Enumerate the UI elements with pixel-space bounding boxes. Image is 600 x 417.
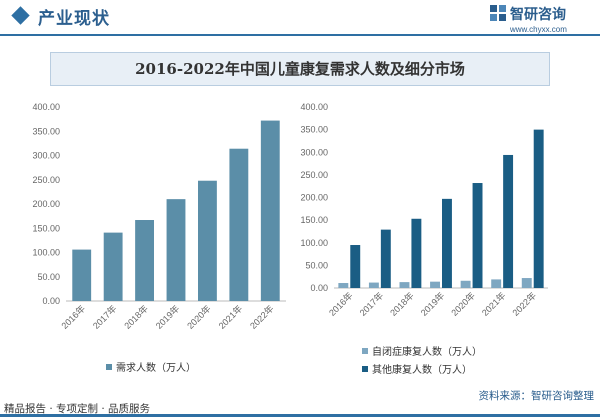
footer-source: 资料来源：智研咨询整理 [478,390,595,402]
demand-bar-a [103,232,123,301]
demand-bar-a [166,199,186,301]
segment-y-tick-label: 200.00 [300,193,328,203]
segment-bar-a [430,281,440,288]
demand-y-tick-label: 300.00 [32,151,60,161]
segment-bar-a [491,279,502,288]
demand-y-tick-label: 250.00 [32,175,60,185]
demand-y-tick-label: 50.00 [37,272,60,282]
demand-x-tick-label: 2016年 [59,303,87,331]
segment-y-tick-label: 100.00 [300,238,328,248]
header-rule [0,34,600,36]
demand-x-tick-label: 2018年 [122,303,150,331]
segment-y-tick-label: 400.00 [300,102,328,112]
demand-legend-swatch [106,364,112,370]
segment-bar-b [472,183,483,288]
segment-bar-b [503,154,514,288]
chart-title-banner: 2016-2022年中国儿童康复需求人数及细分市场 [50,52,550,86]
demand-x-tick-label: 2022年 [247,303,275,331]
segment-y-tick-label: 250.00 [300,170,328,180]
segment-x-tick-label: 2017年 [357,290,385,318]
segment-y-tick-label: 50.00 [305,260,328,270]
segment-bar-b [411,218,422,288]
demand-x-tick-label: 2017年 [90,303,118,331]
segment-legend-label: 自闭症康复人数（万人） [372,345,482,358]
segment-bar-a [460,280,471,288]
demand-bar-a [135,220,154,301]
footer-bar [0,414,600,417]
demand-bar-a [229,148,249,301]
footer-slogan: 精品报告 · 专项定制 · 品质服务 [4,403,151,415]
segment-legend-swatch [362,348,368,354]
segment-y-tick-label: 350.00 [300,125,328,135]
demand-y-tick-label: 100.00 [32,248,60,258]
logo-name: 智研咨询 [510,7,566,23]
segment-x-tick-label: 2021年 [479,290,507,318]
segment-bar-b [533,129,544,288]
section-title: 产业现状 [38,9,110,29]
demand-bar-a [260,120,280,301]
segment-bar-a [368,282,379,288]
segment-x-tick-label: 2016年 [326,290,354,318]
segment-bar-a [521,278,532,288]
segment-y-tick-label: 150.00 [300,215,328,225]
logo-site: www.chyxx.com [510,25,567,34]
segment-x-tick-label: 2018年 [388,290,416,318]
demand-x-tick-label: 2019年 [153,303,181,331]
segment-x-tick-label: 2022年 [510,290,538,318]
segment-legend-swatch [362,366,368,372]
logo-mark-icon [490,5,506,21]
demand-y-tick-label: 150.00 [32,223,60,233]
segment-bar-b [442,198,452,288]
demand-bar-a [198,180,217,301]
demand-y-tick-label: 200.00 [32,199,60,209]
demand-y-tick-label: 400.00 [32,102,60,112]
page-header: 产业现状 智研咨询 www.chyxx.com [0,0,600,38]
demand-x-tick-label: 2021年 [216,303,244,331]
segment-bar-b [380,229,391,288]
demand-x-tick-label: 2020年 [185,303,213,331]
demand-legend-label: 需求人数（万人） [116,361,196,374]
segment-y-tick-label: 0.00 [310,283,328,293]
demand-y-tick-label: 0.00 [42,296,60,306]
segment-x-tick-label: 2019年 [418,290,446,318]
segment-bar-a [399,282,410,288]
segment-bar-b [350,245,361,288]
demand-y-tick-label: 350.00 [32,126,60,136]
segment-y-tick-label: 300.00 [300,147,328,157]
segment-x-tick-label: 2020年 [449,290,477,318]
demand-bar-a [72,249,92,301]
segment-legend-label: 其他康复人数（万人） [372,363,472,376]
segment-bar-a [338,283,349,288]
page-footer: 精品报告 · 专项定制 · 品质服务 资料来源：智研咨询整理 [0,390,600,417]
